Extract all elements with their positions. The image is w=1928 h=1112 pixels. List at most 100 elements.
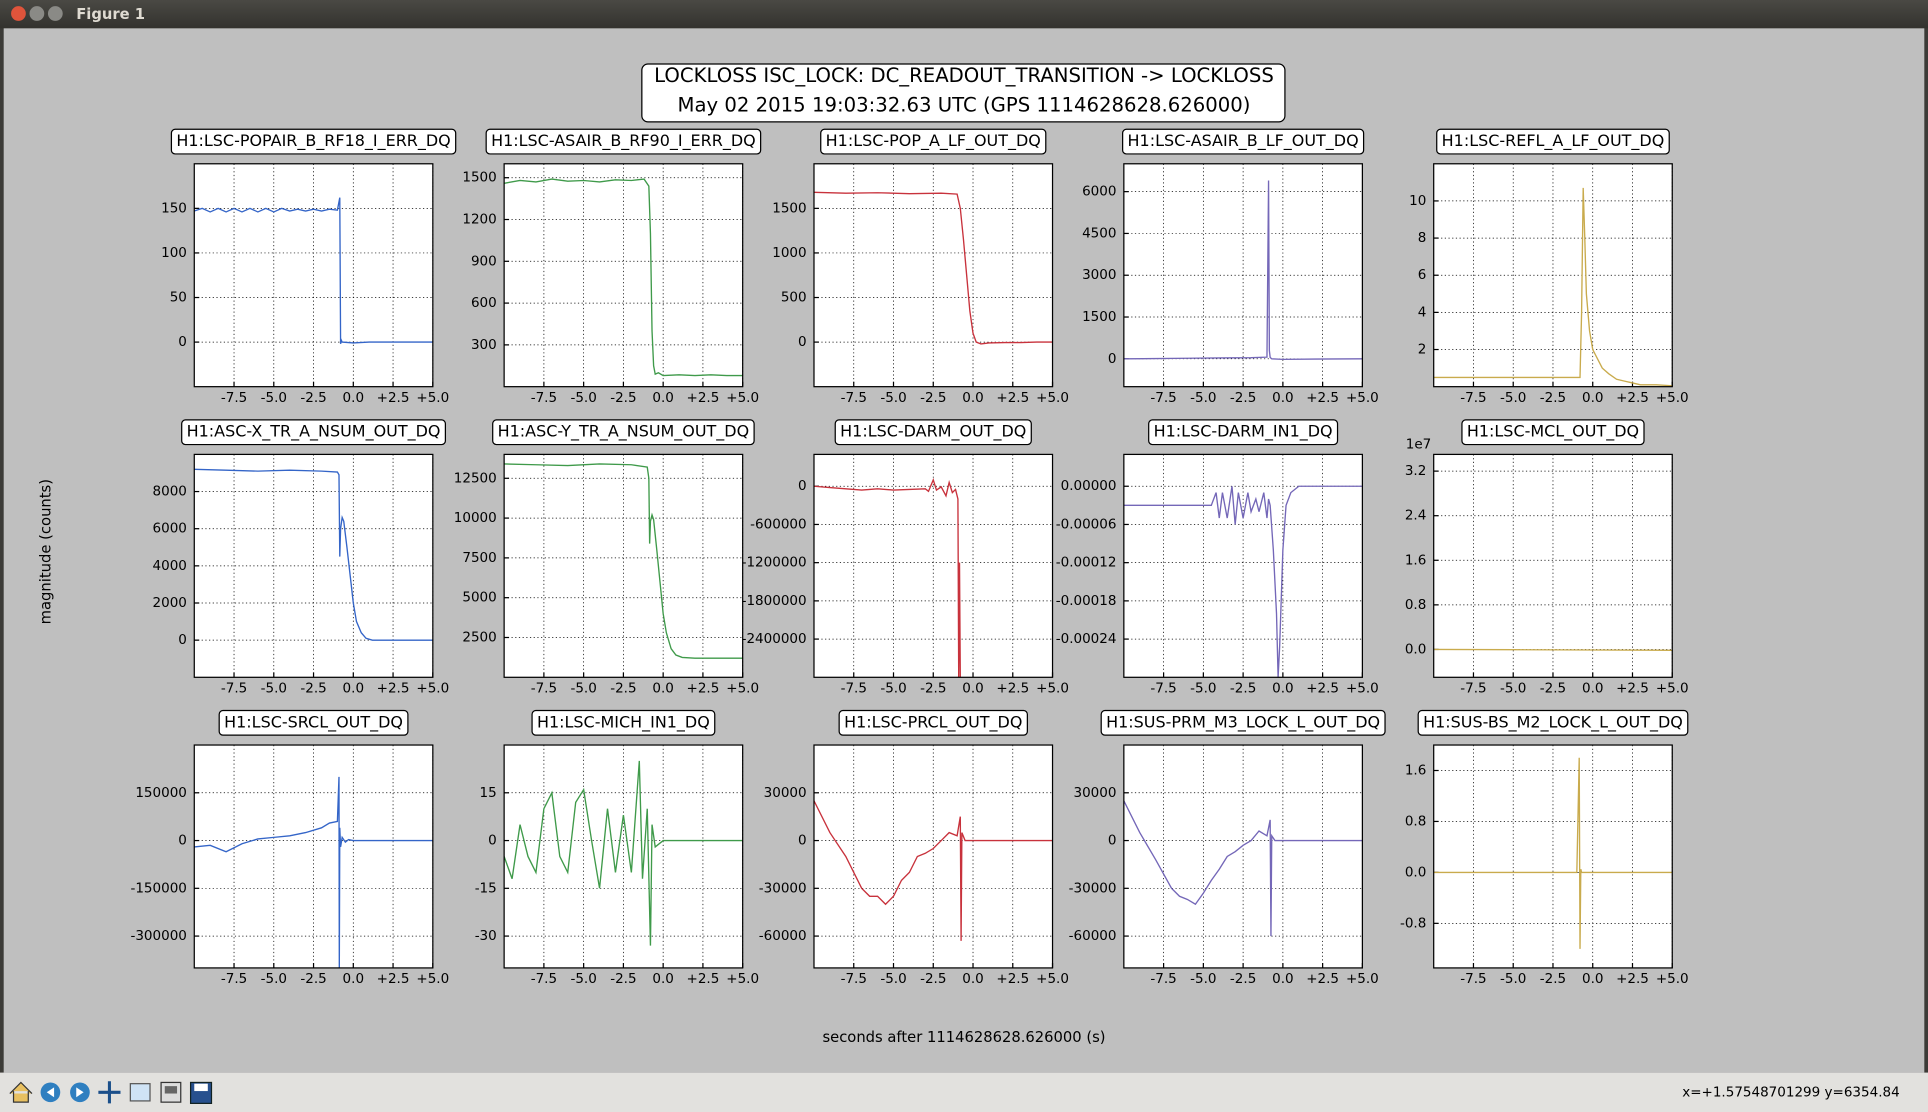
x-tick-label: -2.5 xyxy=(1540,971,1566,987)
data-line xyxy=(194,197,433,345)
subplot-title: H1:LSC-MCL_OUT_DQ xyxy=(1467,422,1639,442)
y-tick-label: 1500 xyxy=(1082,309,1116,325)
y-tick-label: 8000 xyxy=(153,484,187,500)
y-tick-label: -1800000 xyxy=(742,593,807,609)
subtitle: May 02 2015 19:03:32.63 UTC (GPS 1114628… xyxy=(678,93,1251,116)
x-tick-label: -5.0 xyxy=(570,390,596,406)
x-tick-label: -2.5 xyxy=(300,390,326,406)
x-tick-label: -7.5 xyxy=(221,971,247,987)
x-tick-label: +2.5 xyxy=(1306,680,1339,696)
y-tick-label: 1.6 xyxy=(1405,552,1426,568)
plot-frame xyxy=(193,163,434,388)
x-tick-label: +2.5 xyxy=(996,680,1029,696)
y-tick-label: -0.00018 xyxy=(1056,593,1117,609)
plot-frame xyxy=(1433,744,1673,969)
y-tick-label: 1.6 xyxy=(1405,762,1426,778)
y-tick-label: 3.2 xyxy=(1405,463,1426,479)
y-tick-label: 150000 xyxy=(135,785,187,801)
y-tick-label: -2400000 xyxy=(742,631,807,647)
data-line xyxy=(813,191,1053,345)
offset-text: 1e7 xyxy=(1406,437,1431,453)
plot-frame xyxy=(1123,453,1364,678)
plot-lines xyxy=(504,178,743,377)
x-tick-label: -2.5 xyxy=(1230,680,1256,696)
subplot-title: H1:LSC-DARM_OUT_DQ xyxy=(840,422,1026,442)
subplot-title-box xyxy=(485,128,762,155)
window-title: Figure 1 xyxy=(76,6,145,23)
y-tick-label: 0 xyxy=(1108,351,1117,367)
y-tick-label: -1200000 xyxy=(742,555,807,571)
y-tick-label: 10 xyxy=(1409,193,1426,209)
y-tick-label: -30000 xyxy=(1069,880,1117,896)
save-button[interactable] xyxy=(189,1081,213,1104)
plot-lines xyxy=(813,191,1053,345)
x-tick-label: +2.5 xyxy=(377,390,410,406)
data-line xyxy=(813,800,1053,941)
x-tick-label: -7.5 xyxy=(1150,971,1176,987)
plot-frame xyxy=(503,163,744,388)
close-button[interactable] xyxy=(11,6,26,21)
data-line xyxy=(813,477,961,678)
x-tick-label: +2.5 xyxy=(377,971,410,987)
data-line xyxy=(194,468,433,641)
x-tick-label: 0.0 xyxy=(1272,680,1293,696)
plot-lines xyxy=(1433,648,1673,651)
suptitle-box xyxy=(641,63,1286,123)
subplot-title-box xyxy=(1100,709,1386,736)
maximize-button[interactable] xyxy=(47,6,63,21)
plot-lines xyxy=(194,197,433,345)
x-tick-label: -7.5 xyxy=(841,680,867,696)
x-tick-label: -5.0 xyxy=(1500,390,1526,406)
y-tick-label: 0 xyxy=(488,833,497,849)
x-tick-label: -2.5 xyxy=(1540,390,1566,406)
x-tick-label: +2.5 xyxy=(1616,971,1649,987)
y-tick-label: -30000 xyxy=(759,880,807,896)
plot-frame xyxy=(1123,744,1364,969)
subplot-title-box xyxy=(218,709,409,736)
x-tick-label: -2.5 xyxy=(610,971,636,987)
subplot-title-box xyxy=(1461,419,1645,446)
status-text: x=+1.57548701299 y=6354.84 xyxy=(1682,1084,1899,1100)
x-tick-label: +5.0 xyxy=(1656,971,1689,987)
data-line xyxy=(504,760,743,946)
forward-button[interactable] xyxy=(70,1082,90,1103)
x-tick-label: -7.5 xyxy=(1150,680,1176,696)
subplot-title-box xyxy=(838,709,1028,736)
y-tick-label: 0 xyxy=(798,334,807,350)
y-tick-label: -300000 xyxy=(130,928,186,944)
y-tick-label: 2.4 xyxy=(1405,508,1426,524)
y-tick-label: -150000 xyxy=(130,880,186,896)
x-tick-label: +2.5 xyxy=(1616,390,1649,406)
y-tick-label: -60000 xyxy=(1069,928,1117,944)
back-button[interactable] xyxy=(40,1082,61,1103)
y-tick-label: -15 xyxy=(475,880,497,896)
x-axis-label: seconds after 1114628628.626000 (s) xyxy=(822,1029,1105,1046)
x-tick-label: -5.0 xyxy=(880,390,906,406)
x-tick-label: -5.0 xyxy=(880,680,906,696)
subplots-button[interactable] xyxy=(160,1081,182,1103)
x-tick-label: +5.0 xyxy=(1036,390,1069,406)
subplot-title: H1:SUS-BS_M2_LOCK_L_OUT_DQ xyxy=(1423,712,1683,732)
x-tick-label: +2.5 xyxy=(687,971,720,987)
x-tick-label: +2.5 xyxy=(996,971,1029,987)
subplot-title-box xyxy=(170,128,457,155)
subplot-title-box xyxy=(1122,128,1365,155)
x-tick-label: -5.0 xyxy=(570,680,596,696)
subplot-title-box xyxy=(1436,128,1670,155)
x-tick-label: 0.0 xyxy=(1582,680,1603,696)
y-tick-label: -0.00024 xyxy=(1056,631,1117,647)
zoom-button[interactable] xyxy=(129,1083,151,1102)
x-tick-label: 0.0 xyxy=(1582,390,1603,406)
subplot: -7.5 -5.0 -2.5 0.0 +2.5 +5.0 0 50 100 150 H1:LSC-P… xyxy=(161,128,457,406)
y-tick-label: -60000 xyxy=(759,928,807,944)
home-button[interactable] xyxy=(9,1081,33,1103)
pan-button[interactable] xyxy=(98,1081,121,1104)
subplot-title: H1:ASC-X_TR_A_NSUM_OUT_DQ xyxy=(187,422,441,442)
subplot-title-box xyxy=(1148,419,1339,446)
x-tick-label: 0.0 xyxy=(652,971,673,987)
minimize-button[interactable] xyxy=(29,6,45,21)
x-tick-label: +5.0 xyxy=(1036,680,1069,696)
x-tick-label: -5.0 xyxy=(570,971,596,987)
y-tick-label: 0.0 xyxy=(1405,864,1426,880)
x-tick-label: 0.0 xyxy=(343,390,364,406)
